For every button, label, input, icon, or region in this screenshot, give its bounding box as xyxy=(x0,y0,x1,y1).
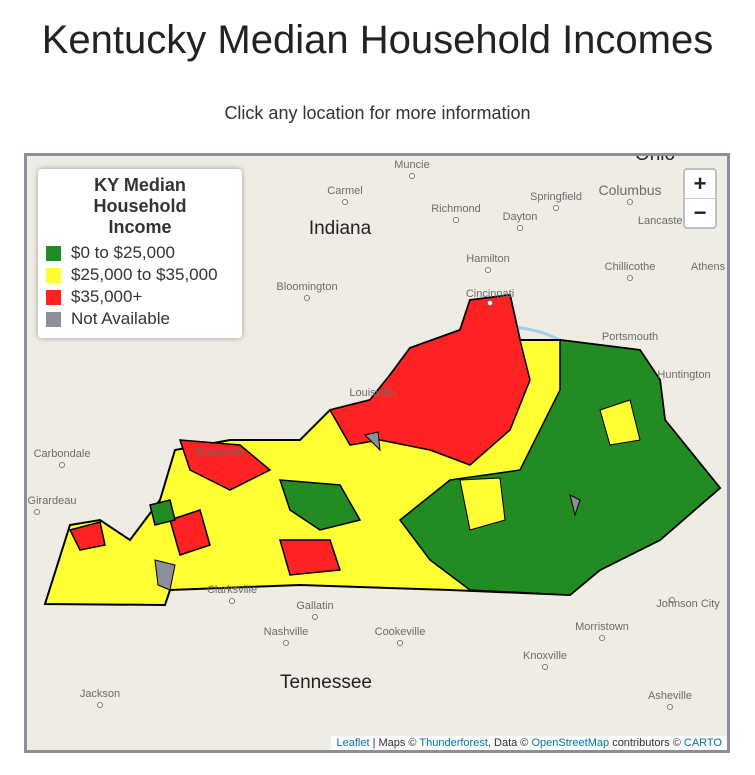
county-group[interactable] xyxy=(328,294,531,466)
attribution-text: | Maps © xyxy=(372,737,417,749)
place-label: Portsmouth xyxy=(602,331,658,343)
place-label: Carmel xyxy=(327,185,362,197)
zoom-out[interactable]: − xyxy=(685,198,715,227)
place-label: Knoxville xyxy=(523,650,567,662)
legend-items: $0 to $25,000 $25,000 to $35,000 $35,000+ N… xyxy=(46,242,234,330)
place-label: Columbus xyxy=(598,182,661,198)
place-label: Johnson City xyxy=(656,598,720,610)
map[interactable]: Ohio Muncie Carmel Columbus Indiana Rich… xyxy=(24,153,730,753)
place-label: Dayton xyxy=(503,211,538,223)
legend-swatch xyxy=(46,311,61,327)
place-label: Clarksville xyxy=(207,584,257,596)
legend-label: $25,000 to $35,000 xyxy=(71,265,218,284)
legend-item: $25,000 to $35,000 xyxy=(46,264,234,286)
place-label: Huntington xyxy=(657,369,710,381)
county-group[interactable] xyxy=(459,399,641,531)
attribution-link[interactable]: Leaflet xyxy=(336,737,370,749)
legend: KY Median Household Income $0 to $25,000… xyxy=(38,169,242,338)
legend-item: Not Available xyxy=(46,308,234,330)
attribution-link[interactable]: CARTO xyxy=(683,737,722,749)
place-label: Indiana xyxy=(309,218,372,239)
county-group[interactable] xyxy=(149,479,362,531)
place-label: Ohio xyxy=(635,156,675,165)
place-label: Asheville xyxy=(648,690,692,702)
place-label: Cookeville xyxy=(375,626,426,638)
place-label: Chillicothe xyxy=(605,261,656,273)
legend-label: Not Available xyxy=(71,309,170,328)
county-group[interactable] xyxy=(68,439,342,576)
place-label: Cincinnati xyxy=(466,288,514,300)
place-label: Nashville xyxy=(264,626,309,638)
place-label: Lancaster xyxy=(638,215,687,227)
attribution-text: , Data © xyxy=(487,737,529,749)
attribution-text: contributors © xyxy=(612,737,681,749)
legend-swatch xyxy=(46,245,61,261)
place-label: Morristown xyxy=(575,621,629,633)
place-label: Carbondale xyxy=(34,448,91,460)
legend-label: $0 to $25,000 xyxy=(71,243,175,262)
legend-label: $35,000+ xyxy=(71,287,143,306)
attribution-link[interactable]: Thunderforest xyxy=(419,737,488,749)
county-group[interactable] xyxy=(154,431,581,591)
place-label: Jackson xyxy=(80,688,120,700)
place-label: Gallatin xyxy=(296,600,333,612)
legend-swatch xyxy=(46,267,61,283)
place-label: Springfield xyxy=(530,191,582,203)
legend-title: KY Median Household Income xyxy=(93,175,187,237)
zoom-in[interactable]: + xyxy=(693,171,707,196)
place-label: Muncie xyxy=(394,159,429,171)
legend-item: $35,000+ xyxy=(46,286,234,308)
legend-swatch xyxy=(46,289,61,305)
place-label: Athens xyxy=(691,261,726,273)
place-label: Tennessee xyxy=(280,672,372,693)
title: Kentucky Median Household Incomes xyxy=(41,18,714,62)
place-label: Hamilton xyxy=(466,253,509,265)
place-label: Girardeau xyxy=(28,495,77,507)
attribution: Leaflet | Maps © Thunderforest, Data © O… xyxy=(331,736,727,750)
map-canvas: Ohio Muncie Carmel Columbus Indiana Rich… xyxy=(28,156,726,710)
legend-item: $0 to $25,000 xyxy=(46,242,234,264)
place-label: Bloomington xyxy=(276,281,337,293)
place-label: Evansville xyxy=(195,446,245,458)
attribution-link[interactable]: OpenStreetMap xyxy=(531,737,610,749)
subtitle: Click any location for more information xyxy=(224,103,531,123)
zoom-control: + − xyxy=(683,168,717,229)
place-label: Louisville xyxy=(349,387,394,399)
place-dots xyxy=(34,173,675,710)
place-label: Richmond xyxy=(431,203,481,215)
county-group[interactable] xyxy=(398,339,722,596)
